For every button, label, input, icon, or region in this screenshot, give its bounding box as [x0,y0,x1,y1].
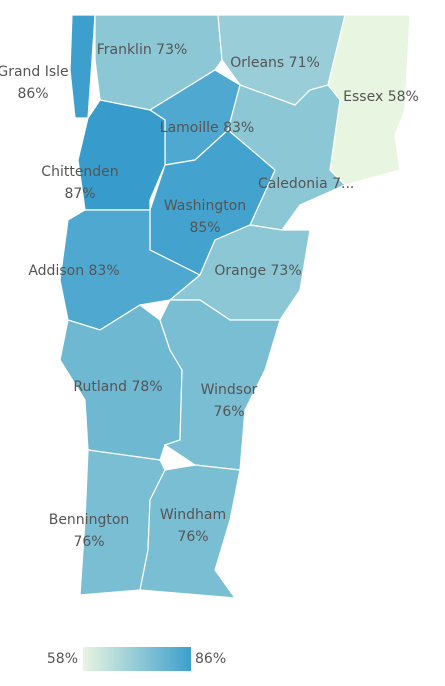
county-label: Lamoille 83% [160,120,254,136]
county-label: Washington [164,198,246,214]
county-label: 85% [189,220,220,236]
county [139,464,241,599]
county [77,99,166,211]
legend-gradient [83,647,191,671]
county-label: Rutland 78% [73,379,162,395]
county-label: 87% [64,186,95,202]
legend-min-label: 58% [47,651,78,667]
county-label: Orange 73% [214,263,301,279]
county-label: Orleans 71% [230,55,320,71]
county-label: 76% [177,529,208,545]
county-label: Addison 83% [28,263,119,279]
county-label: Caledonia 7... [258,176,354,192]
county-label: Windsor [201,382,258,398]
county-label: Windham [160,507,226,523]
county-label: 86% [17,86,48,102]
county-label: Chittenden [41,164,118,180]
county-label: Essex 58% [343,89,419,105]
county [69,14,96,119]
county-label: 76% [213,404,244,420]
legend-max-label: 86% [195,651,226,667]
county-label: Grand Isle [0,64,69,80]
county-label: Bennington [49,512,130,528]
county-label: Franklin 73% [97,42,188,58]
county-label: 76% [73,534,104,550]
